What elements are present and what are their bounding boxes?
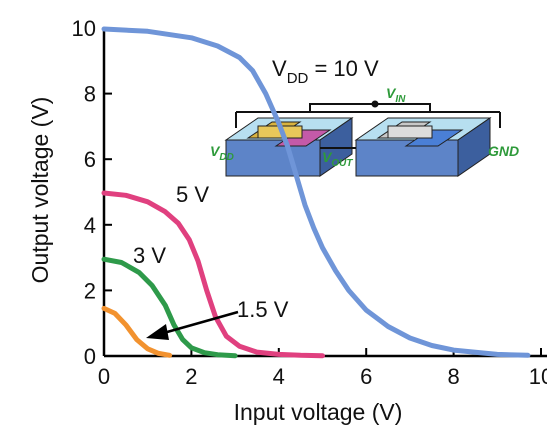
arrow-head	[146, 324, 169, 340]
series-line-1-5-v	[101, 305, 173, 358]
inset-vout-label: VOUT	[322, 149, 353, 169]
x-axis-title: Input voltage (V)	[234, 399, 403, 425]
x-tick-label: 8	[447, 364, 459, 389]
right-substrate-side	[457, 117, 491, 177]
inset-vin-label: VIN	[386, 85, 406, 105]
series-line-10-v	[101, 26, 531, 358]
inverter-device-inset: VIN VDD VOUT GND	[210, 85, 519, 177]
series-line-3-v	[101, 256, 238, 359]
x-tick-label: 0	[98, 364, 110, 389]
y-tick-label: 4	[84, 213, 96, 238]
arrow-shaft	[159, 310, 239, 336]
series-label-3v: 3 V	[133, 243, 166, 268]
x-tick-label: 6	[360, 364, 372, 389]
series-line-5-v	[101, 190, 325, 359]
right-gate	[387, 125, 433, 139]
y-axis-title: Output voltage (V)	[27, 97, 53, 284]
x-tick-label: 4	[273, 364, 285, 389]
inset-gnd-label: GND	[488, 143, 519, 159]
y-tick-label: 10	[72, 16, 96, 41]
arrow-annotation	[146, 310, 239, 340]
y-tick-label: 6	[84, 147, 96, 172]
vin-node	[371, 100, 379, 108]
x-tick-label: 10	[529, 364, 547, 389]
y-tick-label: 8	[84, 82, 96, 107]
series-label-5v: 5 V	[176, 182, 209, 207]
series-layer	[101, 26, 531, 359]
series-label-1-5v: 1.5 V	[237, 297, 289, 322]
vin-wire	[235, 103, 501, 128]
x-tick-label: 2	[185, 364, 197, 389]
y-tick-label: 0	[84, 344, 96, 369]
tick-labels: 0 2 4 6 8 10 0 2 4 6 8 10	[72, 16, 547, 389]
inset-vdd-label: VDD	[210, 143, 234, 163]
y-tick-label: 2	[84, 278, 96, 303]
vdd-annotation: VDD = 10 V	[272, 56, 379, 87]
